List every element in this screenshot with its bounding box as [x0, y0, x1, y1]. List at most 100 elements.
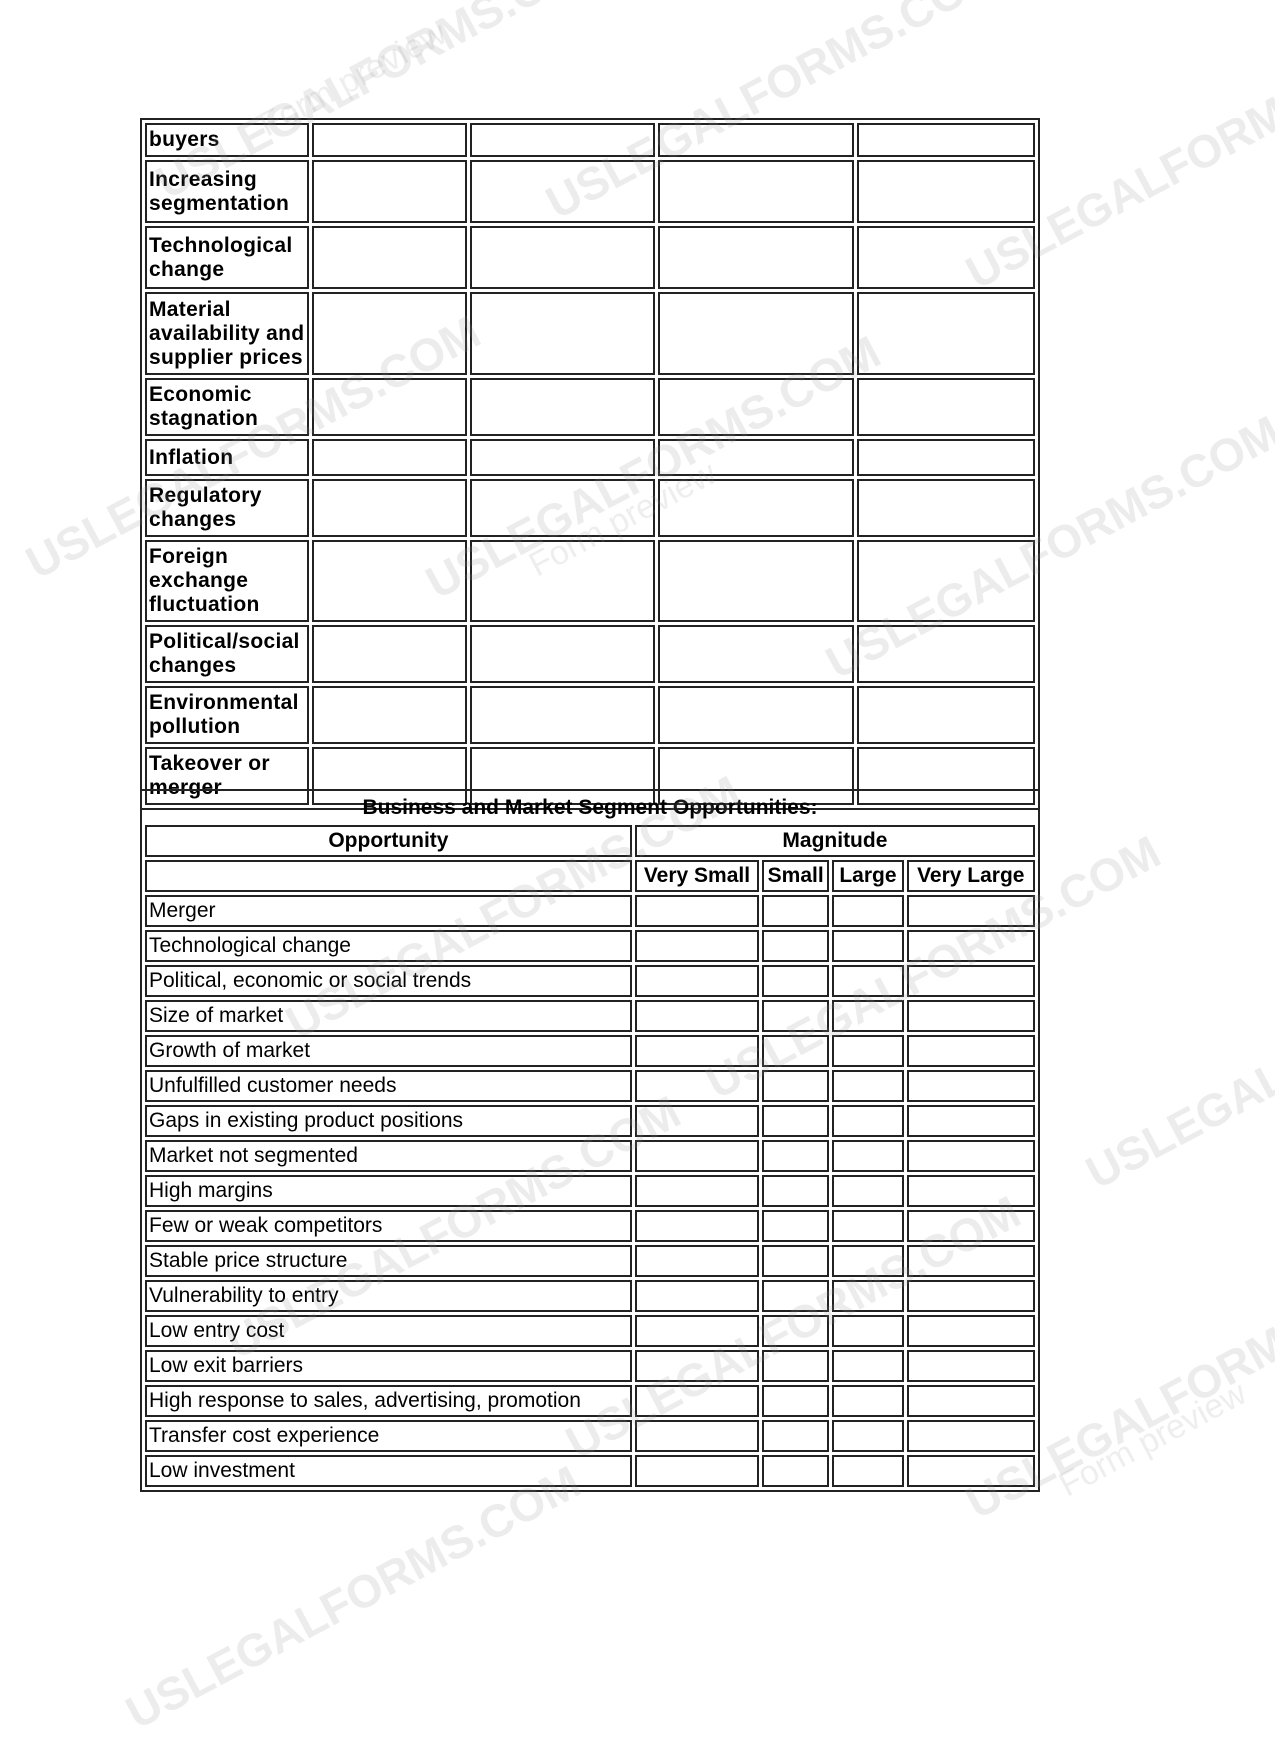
magnitude-cell[interactable]: [634, 930, 760, 962]
magnitude-cell[interactable]: [832, 965, 904, 997]
magnitude-cell[interactable]: [906, 1280, 1035, 1312]
magnitude-cell[interactable]: [634, 1420, 760, 1452]
magnitude-cell[interactable]: [832, 895, 904, 927]
magnitude-cell[interactable]: [634, 1070, 760, 1102]
risk-input-cell[interactable]: [856, 686, 1035, 744]
risk-input-cell[interactable]: [311, 292, 467, 375]
risk-input-cell[interactable]: [856, 747, 1035, 805]
magnitude-cell[interactable]: [832, 1455, 904, 1487]
risk-input-cell[interactable]: [311, 123, 467, 157]
risk-input-cell[interactable]: [856, 625, 1035, 683]
risk-input-cell[interactable]: [311, 160, 467, 223]
magnitude-cell[interactable]: [762, 1245, 830, 1277]
risk-input-cell[interactable]: [311, 747, 467, 805]
magnitude-cell[interactable]: [832, 1385, 904, 1417]
risk-input-cell[interactable]: [658, 479, 854, 537]
magnitude-cell[interactable]: [906, 1455, 1035, 1487]
risk-input-cell[interactable]: [311, 378, 467, 436]
magnitude-cell[interactable]: [906, 1420, 1035, 1452]
risk-input-cell[interactable]: [658, 160, 854, 223]
magnitude-cell[interactable]: [634, 895, 760, 927]
magnitude-cell[interactable]: [906, 1245, 1035, 1277]
magnitude-cell[interactable]: [762, 1350, 830, 1382]
risk-input-cell[interactable]: [469, 378, 656, 436]
magnitude-cell[interactable]: [634, 1140, 760, 1172]
magnitude-cell[interactable]: [906, 1350, 1035, 1382]
magnitude-cell[interactable]: [906, 930, 1035, 962]
magnitude-cell[interactable]: [762, 1280, 830, 1312]
magnitude-cell[interactable]: [634, 1385, 760, 1417]
magnitude-cell[interactable]: [762, 1210, 830, 1242]
magnitude-cell[interactable]: [906, 965, 1035, 997]
risk-input-cell[interactable]: [469, 625, 656, 683]
magnitude-cell[interactable]: [832, 1315, 904, 1347]
magnitude-cell[interactable]: [832, 1350, 904, 1382]
risk-input-cell[interactable]: [311, 540, 467, 622]
magnitude-cell[interactable]: [906, 1385, 1035, 1417]
magnitude-cell[interactable]: [832, 1175, 904, 1207]
risk-input-cell[interactable]: [856, 540, 1035, 622]
magnitude-cell[interactable]: [906, 1070, 1035, 1102]
magnitude-cell[interactable]: [906, 1210, 1035, 1242]
magnitude-cell[interactable]: [906, 1140, 1035, 1172]
magnitude-cell[interactable]: [832, 1420, 904, 1452]
risk-input-cell[interactable]: [658, 226, 854, 289]
risk-input-cell[interactable]: [658, 540, 854, 622]
risk-input-cell[interactable]: [658, 378, 854, 436]
magnitude-cell[interactable]: [906, 1035, 1035, 1067]
risk-input-cell[interactable]: [658, 123, 854, 157]
risk-input-cell[interactable]: [311, 439, 467, 476]
risk-input-cell[interactable]: [658, 747, 854, 805]
risk-input-cell[interactable]: [658, 625, 854, 683]
magnitude-cell[interactable]: [634, 1000, 760, 1032]
magnitude-cell[interactable]: [762, 895, 830, 927]
risk-input-cell[interactable]: [469, 686, 656, 744]
magnitude-cell[interactable]: [762, 1000, 830, 1032]
risk-input-cell[interactable]: [658, 686, 854, 744]
magnitude-cell[interactable]: [832, 1000, 904, 1032]
risk-input-cell[interactable]: [469, 747, 656, 805]
risk-input-cell[interactable]: [856, 123, 1035, 157]
risk-input-cell[interactable]: [469, 479, 656, 537]
magnitude-cell[interactable]: [762, 1035, 830, 1067]
magnitude-cell[interactable]: [634, 1315, 760, 1347]
magnitude-cell[interactable]: [634, 1175, 760, 1207]
risk-input-cell[interactable]: [311, 686, 467, 744]
risk-input-cell[interactable]: [311, 226, 467, 289]
magnitude-cell[interactable]: [832, 1245, 904, 1277]
risk-input-cell[interactable]: [658, 292, 854, 375]
magnitude-cell[interactable]: [762, 1420, 830, 1452]
magnitude-cell[interactable]: [634, 965, 760, 997]
risk-input-cell[interactable]: [469, 160, 656, 223]
risk-input-cell[interactable]: [311, 625, 467, 683]
risk-input-cell[interactable]: [469, 540, 656, 622]
risk-input-cell[interactable]: [311, 479, 467, 537]
magnitude-cell[interactable]: [832, 1210, 904, 1242]
magnitude-cell[interactable]: [762, 1315, 830, 1347]
magnitude-cell[interactable]: [762, 1105, 830, 1137]
risk-input-cell[interactable]: [856, 378, 1035, 436]
magnitude-cell[interactable]: [832, 1280, 904, 1312]
magnitude-cell[interactable]: [906, 895, 1035, 927]
magnitude-cell[interactable]: [762, 1175, 830, 1207]
magnitude-cell[interactable]: [762, 930, 830, 962]
magnitude-cell[interactable]: [634, 1280, 760, 1312]
magnitude-cell[interactable]: [634, 1105, 760, 1137]
risk-input-cell[interactable]: [469, 226, 656, 289]
magnitude-cell[interactable]: [832, 930, 904, 962]
magnitude-cell[interactable]: [634, 1035, 760, 1067]
magnitude-cell[interactable]: [634, 1350, 760, 1382]
risk-input-cell[interactable]: [856, 292, 1035, 375]
magnitude-cell[interactable]: [906, 1175, 1035, 1207]
risk-input-cell[interactable]: [856, 479, 1035, 537]
magnitude-cell[interactable]: [634, 1455, 760, 1487]
magnitude-cell[interactable]: [906, 1105, 1035, 1137]
magnitude-cell[interactable]: [906, 1000, 1035, 1032]
risk-input-cell[interactable]: [856, 226, 1035, 289]
magnitude-cell[interactable]: [762, 1385, 830, 1417]
magnitude-cell[interactable]: [832, 1070, 904, 1102]
magnitude-cell[interactable]: [762, 1070, 830, 1102]
risk-input-cell[interactable]: [469, 123, 656, 157]
magnitude-cell[interactable]: [832, 1140, 904, 1172]
risk-input-cell[interactable]: [856, 439, 1035, 476]
